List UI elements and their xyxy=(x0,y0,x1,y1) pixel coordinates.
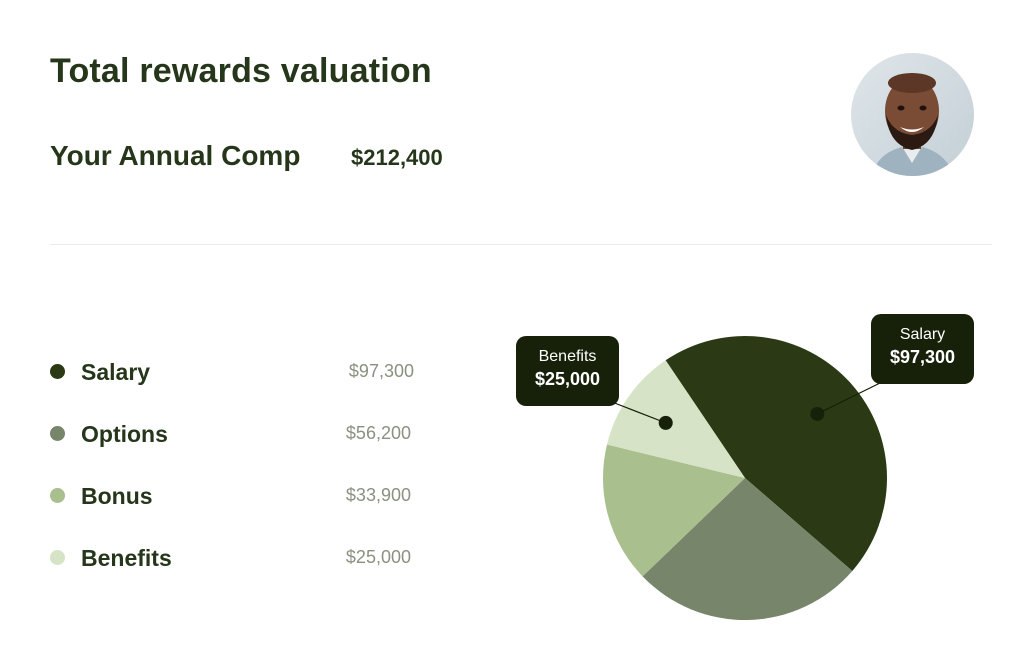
annual-comp-value: $212,400 xyxy=(351,145,443,170)
divider xyxy=(50,244,992,245)
tooltip-salary: Salary $97,300 xyxy=(871,314,974,384)
legend-value: $33,900 xyxy=(345,485,411,505)
legend-value: $97,300 xyxy=(348,361,414,381)
legend-item-salary: Salary $97,300 xyxy=(50,357,430,387)
pie-slice-options xyxy=(642,478,853,620)
legend-item-benefits: Benefits $25,000 xyxy=(50,543,430,573)
legend-value: $56,200 xyxy=(345,423,411,443)
tooltip-label: Benefits xyxy=(538,348,597,365)
tooltip-value: $25,000 xyxy=(534,369,601,389)
legend-item-options: Options $56,200 xyxy=(50,419,430,449)
pie-slice-salary xyxy=(665,336,887,572)
salary-leader-line xyxy=(817,382,881,415)
legend-label: Benefits xyxy=(81,545,172,571)
avatar xyxy=(851,53,974,176)
options-dot-icon xyxy=(50,426,65,441)
legend-label: Bonus xyxy=(81,483,153,509)
bonus-dot-icon xyxy=(50,488,65,503)
benefits-leader-line xyxy=(611,401,666,424)
pie-slice-benefits xyxy=(606,360,745,478)
legend-label: Options xyxy=(81,421,168,447)
benefits-dot-icon xyxy=(50,550,65,565)
legend-label: Salary xyxy=(81,359,151,385)
benefits-marker xyxy=(658,415,673,430)
pie-slice-bonus xyxy=(603,444,745,577)
tooltip-label: Salary xyxy=(899,326,946,343)
person-avatar-icon xyxy=(851,53,974,176)
legend-item-bonus: Bonus $33,900 xyxy=(50,481,430,511)
tooltip-benefits: Benefits $25,000 xyxy=(516,336,619,406)
legend-value: $25,000 xyxy=(345,547,411,567)
salary-marker xyxy=(810,406,825,421)
tooltip-value: $97,300 xyxy=(889,347,956,367)
page-title: Total rewards valuation xyxy=(50,52,432,90)
salary-dot-icon xyxy=(50,364,65,379)
annual-comp-label: Your Annual Comp xyxy=(50,140,301,171)
